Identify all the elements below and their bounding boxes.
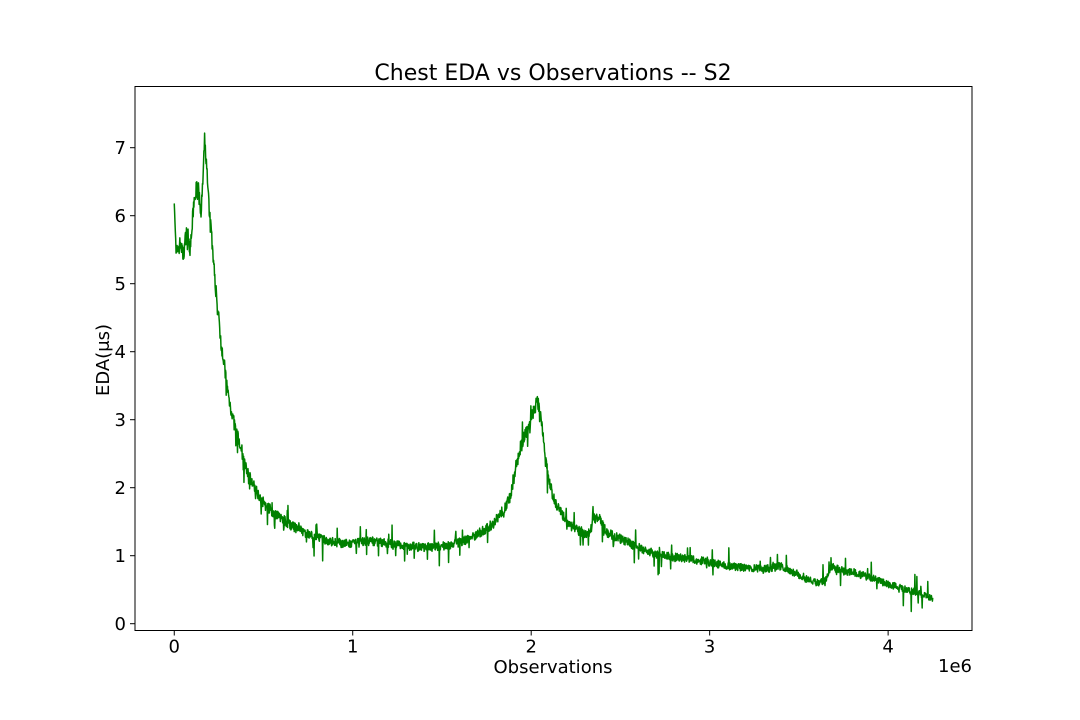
series-layer [173,132,934,613]
x-tick-label: 3 [704,637,715,658]
y-tick-label: 6 [115,206,126,227]
y-tick-label: 7 [115,138,126,159]
y-tick-label: 0 [115,614,126,635]
x-tick-label: 4 [882,637,893,658]
x-tick-label: 1 [347,637,358,658]
y-tick-label: 1 [115,546,126,567]
y-axis-title: EDA(μs) [93,324,114,396]
chart-title: Chest EDA vs Observations -- S2 [374,61,731,86]
x-axis-ticks: 0 1 2 3 4 [169,630,894,658]
eda-series-line [173,132,934,613]
y-tick-label: 3 [115,410,126,431]
x-axis-title: Observations [494,657,613,678]
plot-area-frame [134,86,973,631]
y-tick-label: 5 [115,274,126,295]
x-tick-label: 0 [169,637,180,658]
x-tick-label: 2 [525,637,536,658]
y-axis-ticks: 0 1 2 3 4 5 6 7 [115,138,135,635]
x-axis-offset-label: 1e6 [938,656,972,677]
y-tick-label: 2 [115,478,126,499]
y-tick-label: 4 [115,342,126,363]
